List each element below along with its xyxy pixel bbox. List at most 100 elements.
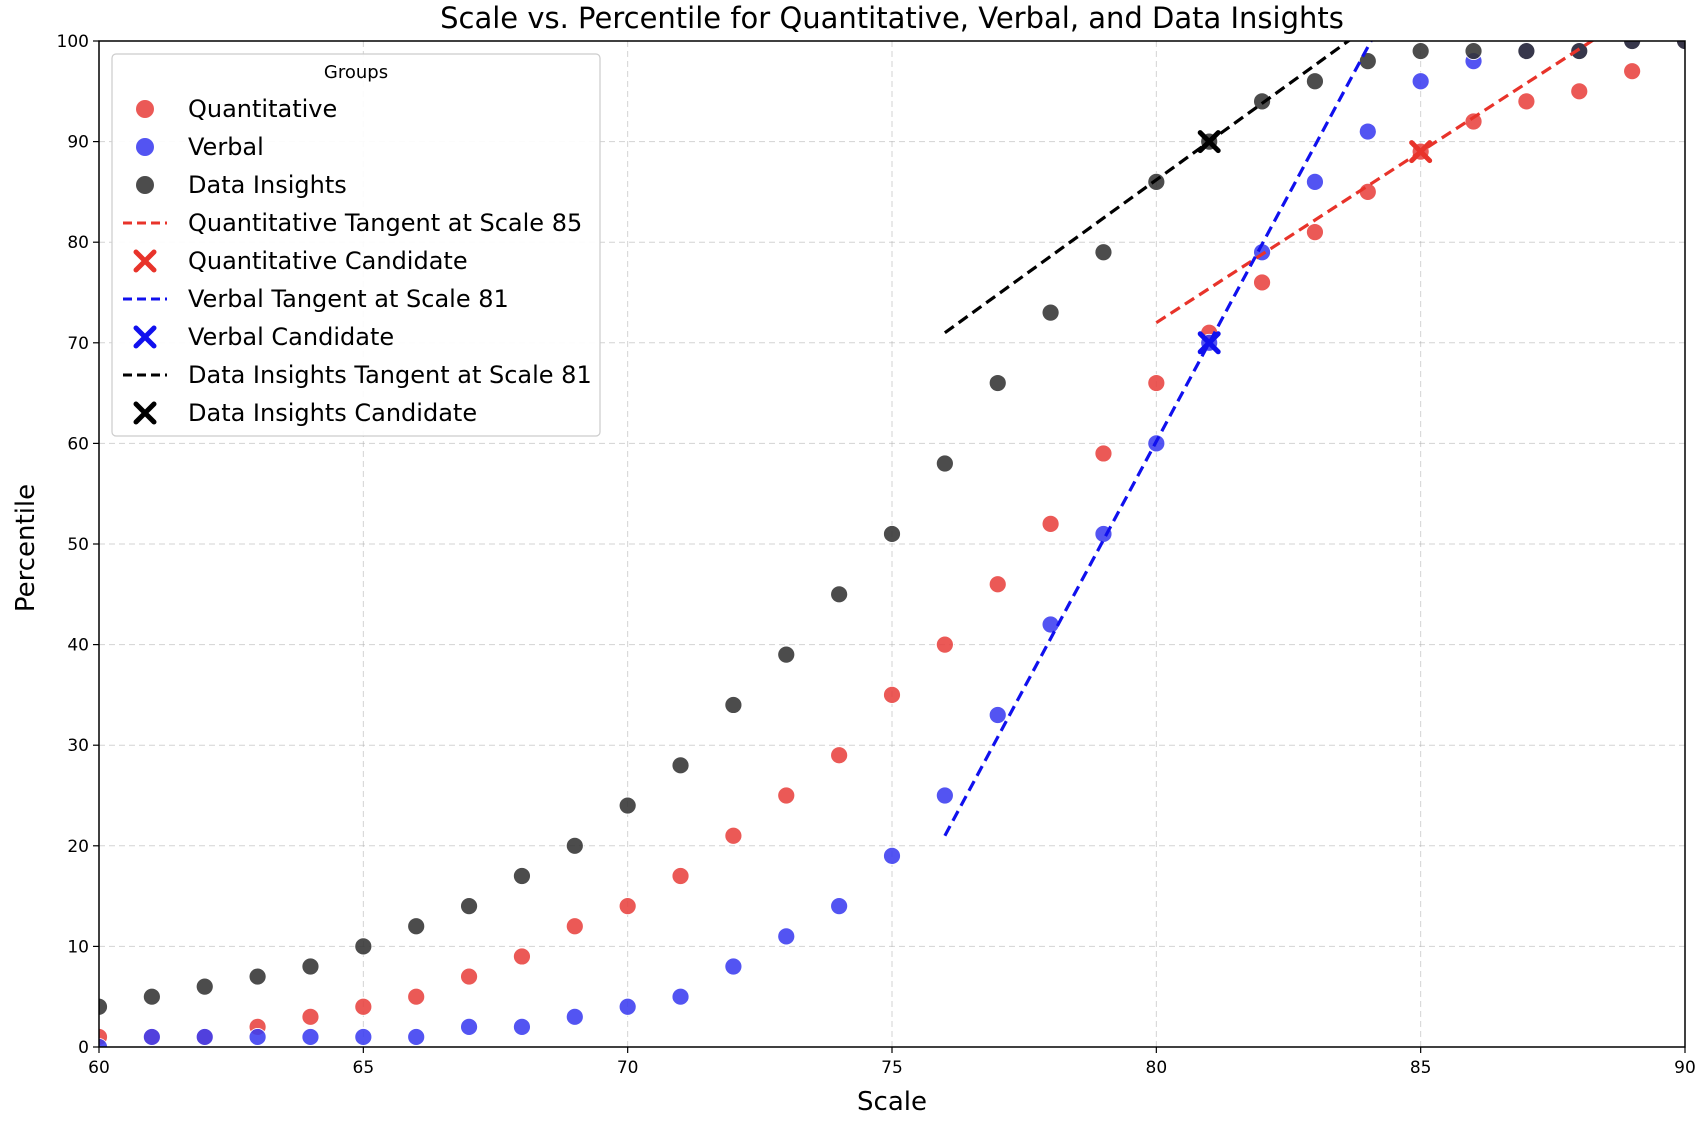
data-point: [565, 917, 584, 936]
data-point: [407, 1028, 426, 1046]
legend-x-marker: [133, 325, 157, 349]
legend-x-marker: [133, 249, 157, 273]
data-point: [99, 997, 108, 1016]
data-point: [830, 585, 849, 604]
data-point: [1517, 42, 1536, 60]
data-point: [1253, 92, 1271, 111]
data-point: [1147, 172, 1166, 191]
legend-label: Quantitative Tangent at Scale 85: [188, 209, 582, 237]
series-verbal: [99, 41, 1685, 1047]
data-point: [988, 706, 1007, 724]
data-point: [1358, 182, 1377, 201]
y-tick-label: 60: [67, 434, 89, 454]
data-point: [618, 897, 637, 916]
data-point: [671, 987, 690, 1006]
y-tick-label: 40: [67, 636, 89, 656]
y-tick-label: 80: [67, 233, 89, 253]
data-point: [1253, 273, 1271, 292]
x-stroke: [133, 325, 157, 349]
data-point: [1411, 72, 1430, 91]
x-tick-label: 70: [617, 1058, 639, 1078]
legend-entry: Verbal Candidate: [133, 323, 394, 351]
data-point: [935, 454, 954, 473]
data-point: [301, 957, 320, 976]
legend-entry: Quantitative Candidate: [133, 247, 468, 275]
data-point: [777, 786, 796, 805]
data-point: [1041, 514, 1060, 533]
axis-ticks: 60 65 70 75 80 85 90 0 10 20 30 40 50 60 70 80 90 100: [57, 32, 1696, 1078]
legend-label: Verbal Candidate: [188, 323, 394, 351]
data-point: [460, 967, 478, 986]
data-point: [407, 987, 426, 1006]
legend-entry: Data Insights: [136, 171, 347, 199]
data-point: [777, 645, 796, 664]
legend-dot: [136, 138, 154, 156]
data-point: [988, 575, 1007, 594]
legend-entry: Verbal: [136, 133, 264, 161]
legend-box: [111, 53, 601, 437]
y-axis-title: Percentile: [11, 484, 41, 612]
chart-title: Scale vs. Percentile for Quantitative, V…: [440, 1, 1344, 35]
legend-entry: Verbal Tangent at Scale 81: [123, 285, 509, 313]
data-point: [99, 1038, 108, 1047]
data-point: [1570, 42, 1589, 60]
data-point: [142, 987, 161, 1006]
data-point: [1147, 374, 1166, 392]
data-point: [460, 1017, 478, 1036]
legend-label: Quantitative Candidate: [188, 247, 468, 275]
candidate-marker: [1409, 140, 1433, 164]
data-point: [1517, 92, 1536, 111]
data-point: [1358, 122, 1377, 141]
data-point: [248, 1028, 267, 1046]
data-point: [1464, 112, 1483, 131]
y-tick-label: 20: [67, 837, 89, 857]
x-stroke: [1197, 331, 1221, 355]
legend-label: Data Insights Candidate: [188, 399, 477, 427]
y-tick-label: 50: [67, 535, 89, 555]
legend-label: Quantitative: [188, 95, 337, 123]
data-point: [565, 1007, 584, 1026]
y-tick-label: 0: [78, 1038, 89, 1058]
y-tick-label: 30: [67, 736, 89, 756]
x-stroke: [133, 401, 157, 425]
x-tick-label: 80: [1146, 1058, 1168, 1078]
plot-area: [99, 41, 1685, 1047]
series-data-insights: [99, 41, 1685, 1016]
tangent-line: [943, 41, 1352, 335]
data-point: [618, 796, 637, 815]
data-point: [513, 867, 531, 885]
legend-label: Data Insights Tangent at Scale 81: [188, 361, 592, 389]
data-point: [513, 947, 531, 966]
data-point: [883, 686, 901, 704]
data-point: [1306, 172, 1324, 191]
data-point: [301, 1028, 320, 1046]
data-point: [935, 786, 954, 805]
x-tick-label: 85: [1410, 1058, 1432, 1078]
x-tick-label: 90: [1674, 1058, 1696, 1078]
legend-entry: Data Insights Tangent at Scale 81: [123, 361, 592, 389]
data-point: [1094, 243, 1113, 262]
x-stroke: [133, 249, 157, 273]
y-tick-label: 100: [57, 32, 89, 52]
data-point: [883, 846, 901, 865]
data-point: [142, 1028, 161, 1046]
data-point: [724, 826, 743, 845]
data-point: [248, 967, 267, 986]
data-point: [671, 756, 690, 775]
data-point: [354, 1028, 373, 1046]
legend-entry: Data Insights Candidate: [133, 399, 477, 427]
y-tick-label: 70: [67, 334, 89, 354]
tangent-line: [943, 41, 1373, 837]
data-point: [1570, 82, 1589, 101]
data-point: [354, 937, 373, 956]
x-stroke: [1409, 140, 1433, 164]
data-point: [460, 897, 478, 916]
data-point: [618, 997, 637, 1016]
legend-x-marker: [133, 401, 157, 425]
candidate-marker: [1197, 130, 1221, 154]
data-point: [195, 977, 214, 996]
data-point: [830, 746, 849, 765]
legend-label: Verbal: [188, 133, 264, 161]
legend-dot: [136, 100, 154, 118]
data-point: [777, 927, 796, 946]
